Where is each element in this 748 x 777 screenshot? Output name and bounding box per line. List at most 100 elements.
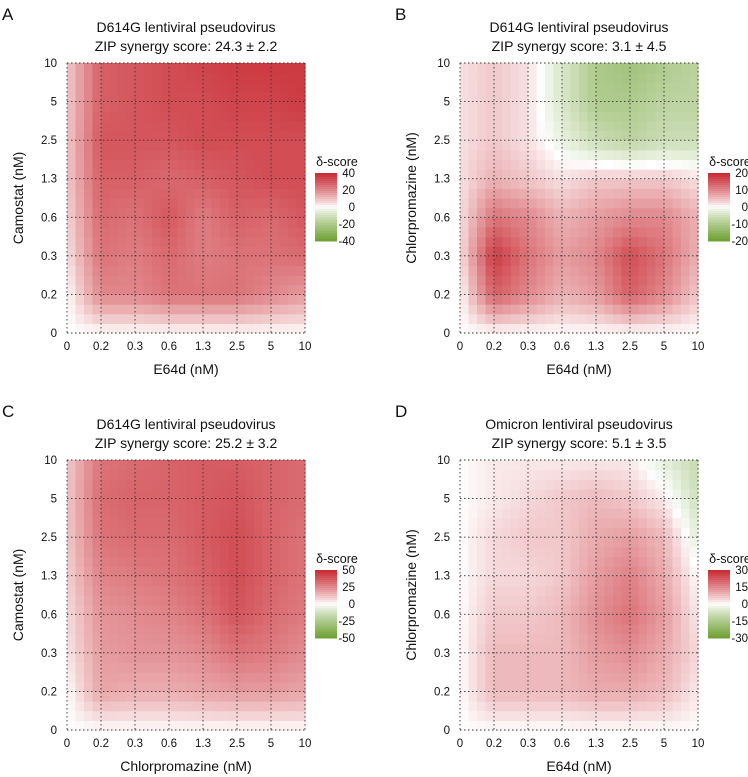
heatmap-cell [101,169,111,180]
legend-color-step [708,213,730,216]
heatmap-cell [109,710,119,721]
heatmap-cell [460,701,470,712]
heatmap-cell [126,623,136,635]
heatmap-cell [460,246,470,257]
heatmap-cell [203,488,213,500]
heatmap-cell [613,313,623,324]
heatmap-cell [655,546,665,558]
heatmap-cell [186,517,196,529]
heatmap-cell [460,255,470,267]
x-tick-label: 5 [268,341,274,353]
heatmap-cell [67,188,77,199]
heatmap-cell [237,556,247,567]
heatmap-cell [177,537,187,548]
heatmap-cell [630,460,640,471]
heatmap-cell [536,488,546,500]
heatmap-cell [262,217,272,228]
heatmap-cell [67,469,77,480]
heatmap-cell [681,614,691,625]
heatmap-cell [460,284,470,296]
heatmap-cell [536,701,546,712]
heatmap-cell [655,226,665,238]
heatmap-cell [630,207,640,218]
heatmap-cell [528,546,538,558]
heatmap-cell [502,527,512,538]
heatmap-cell [528,313,538,324]
heatmap-cell [220,323,230,334]
heatmap-cell [562,294,572,305]
heatmap-cell [186,633,196,644]
heatmap-cell [528,255,538,267]
heatmap-cell [655,623,665,635]
heatmap-cell [630,479,640,490]
heatmap-cell [186,595,196,606]
heatmap-cell [160,460,170,471]
heatmap-cell [570,294,580,305]
heatmap-cell [604,217,614,228]
heatmap-cell [84,672,94,683]
heatmap-cell [562,652,572,664]
heatmap-cell [211,575,221,586]
heatmap-cell [604,120,614,132]
heatmap-cell [579,101,589,112]
heatmap-cell [254,178,264,189]
heatmap-cell [613,710,623,721]
heatmap-cell [536,82,546,93]
heatmap-cell [118,188,128,199]
legend-tick-label: -40 [338,236,355,248]
heatmap-cell [118,323,128,334]
heatmap-cell [630,82,640,93]
heatmap-cell [570,207,580,218]
heatmap-cell [228,236,238,247]
heatmap-cell [528,575,538,586]
heatmap-cell [211,720,221,731]
heatmap-cell [664,207,674,218]
heatmap-cell [126,101,136,112]
heatmap-cell [570,82,580,93]
heatmap-cell [126,614,136,625]
heatmap-cell [570,672,580,683]
heatmap-cell [296,479,306,490]
heatmap-cell [562,178,572,189]
heatmap-cell [271,672,281,683]
heatmap-cell [536,72,546,83]
heatmap-cell [604,246,614,257]
heatmap-cell [536,149,546,161]
heatmap-cell [245,207,255,218]
heatmap-cell [220,72,230,83]
heatmap-cell [460,275,470,286]
y-tick-label: 0.2 [434,686,450,698]
heatmap-cell [477,643,487,654]
heatmap-cell [570,614,580,625]
heatmap-cell [689,710,699,721]
heatmap-cell [186,255,196,267]
heatmap-cell [460,720,470,731]
heatmap-cell [118,246,128,257]
heatmap-cell [101,604,111,615]
heatmap-cell [279,681,289,693]
heatmap-cell [101,566,111,577]
heatmap-cell [664,169,674,180]
heatmap-cell [296,178,306,189]
heatmap-cell [194,537,204,548]
heatmap-cell [672,575,682,586]
heatmap-cell [220,169,230,180]
heatmap-cell [118,265,128,276]
heatmap-cell [664,323,674,334]
heatmap-cell [67,284,77,296]
heatmap-cell [101,265,111,276]
heatmap-cell [621,537,631,548]
heatmap-cell [237,120,247,132]
heatmap-cell [604,691,614,702]
heatmap-cell [689,101,699,112]
heatmap-cell [655,207,665,218]
heatmap-cell [296,188,306,199]
heatmap-cell [511,652,521,664]
heatmap-cell [468,207,478,218]
heatmap-cell [135,226,145,238]
heatmap-cell [528,460,538,471]
heatmap-cell [84,120,94,132]
heatmap-cell [511,537,521,548]
legend-color-step [315,580,337,583]
heatmap-cell [528,508,538,519]
